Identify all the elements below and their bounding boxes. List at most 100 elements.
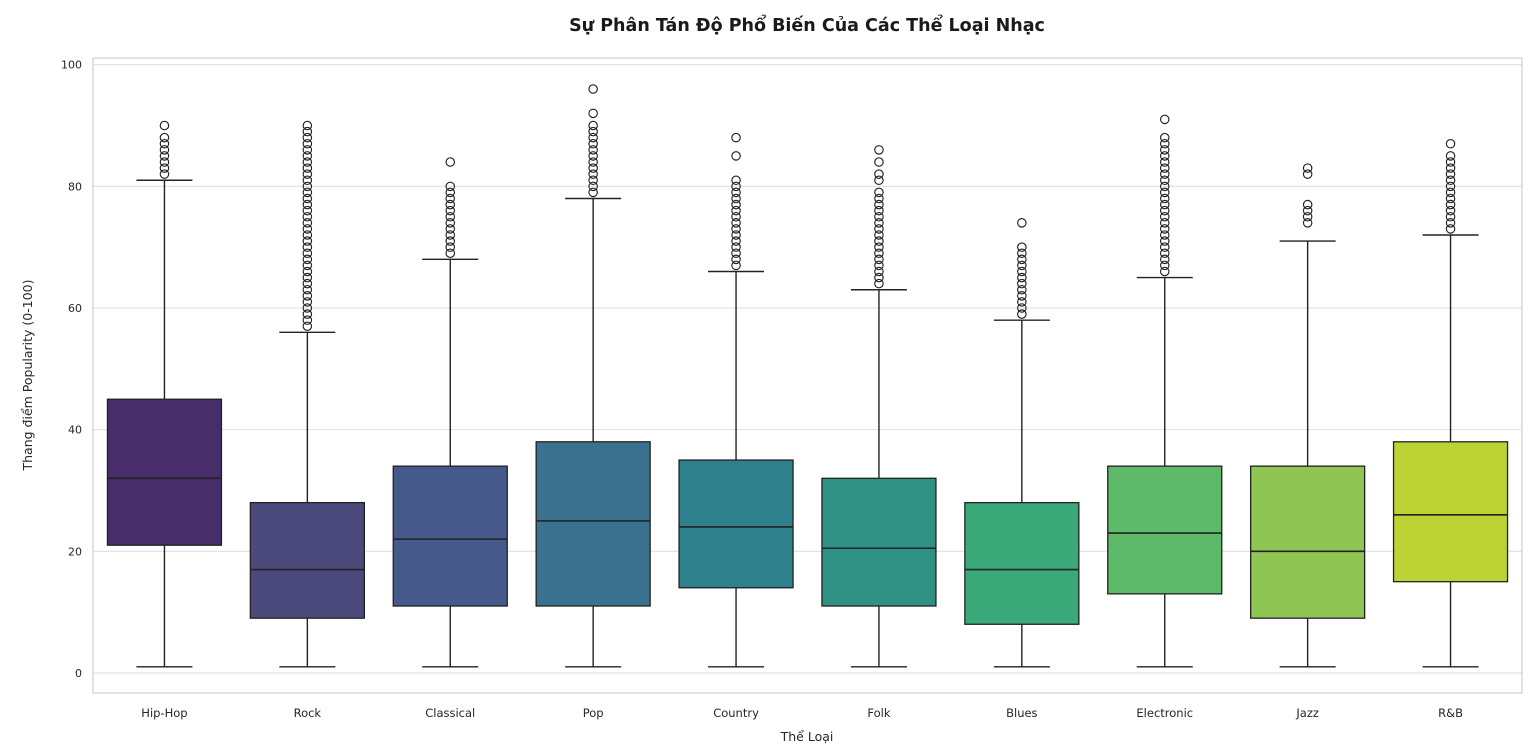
outlier-point — [159, 151, 170, 161]
box-group-electronic — [1107, 114, 1223, 668]
outlier-point — [159, 132, 170, 143]
box-jazz — [1250, 465, 1366, 619]
outlier-point — [302, 132, 313, 143]
outlier-point — [1159, 138, 1170, 149]
outlier-point — [1445, 175, 1456, 186]
outlier-point — [731, 236, 741, 246]
y-tick-label-40: 40 — [68, 424, 82, 437]
outlier-point — [1302, 211, 1313, 222]
box-folk — [821, 477, 937, 607]
box-r-b — [1392, 441, 1509, 583]
outlier-point — [302, 303, 313, 313]
outlier-point — [302, 278, 313, 289]
outlier-point — [445, 224, 456, 234]
outlier-point — [1017, 297, 1027, 307]
outlier-point — [731, 224, 741, 234]
x-tick-label-electronic: Electronic — [1136, 706, 1193, 720]
box-pop — [535, 441, 651, 607]
outlier-point — [874, 242, 884, 252]
outlier-point — [588, 120, 598, 131]
outlier-point — [1445, 157, 1456, 167]
outlier-point — [731, 218, 741, 228]
outlier-point — [731, 175, 741, 186]
outlier-point — [302, 248, 313, 259]
outlier-point — [874, 205, 884, 216]
outlier-point — [302, 138, 313, 149]
outlier-point — [302, 145, 313, 155]
outlier-point — [1159, 205, 1170, 216]
outlier-point — [1445, 199, 1456, 210]
outlier-point — [1445, 193, 1456, 204]
y-tick-labels: 0 20 40 60 80 100 — [61, 59, 82, 680]
outlier-point — [302, 120, 313, 131]
outlier-point — [1445, 169, 1456, 179]
outlier-point — [1017, 272, 1027, 283]
outlier-point — [731, 260, 741, 271]
chart-title: Sự Phân Tán Độ Phổ Biến Của Các Thể Loại… — [569, 14, 1045, 36]
outlier-point — [731, 205, 741, 216]
y-tick-label-0: 0 — [75, 667, 82, 680]
outlier-point — [1159, 218, 1170, 228]
outlier-point — [159, 169, 170, 179]
box-blues — [964, 501, 1080, 625]
box-group-r-b — [1392, 138, 1509, 668]
outlier-point — [1159, 114, 1170, 125]
outlier-point — [588, 145, 598, 155]
outlier-point — [731, 211, 741, 222]
outlier-point — [874, 169, 884, 179]
outlier-point — [874, 260, 884, 271]
outlier-point — [731, 193, 741, 204]
outlier-point — [874, 278, 884, 289]
outlier-point — [1302, 205, 1313, 216]
outlier-point — [159, 145, 170, 155]
outlier-point — [302, 272, 313, 283]
x-tick-label-country: Country — [713, 706, 759, 720]
outlier-point — [874, 218, 884, 228]
outlier-point — [302, 224, 313, 234]
x-tick-labels: Hip-Hop Rock Classical Pop Country Folk Blues E… — [141, 706, 1463, 720]
outlier-point — [1159, 151, 1170, 161]
outlier-point — [302, 242, 313, 252]
outlier-point — [1159, 181, 1170, 192]
outlier-point — [1017, 303, 1027, 313]
box-group-rock — [249, 120, 366, 668]
outlier-point — [1159, 193, 1170, 204]
outlier-point — [445, 205, 456, 216]
outlier-point — [302, 291, 313, 301]
outlier-point — [1159, 254, 1170, 265]
box-group-classical — [392, 157, 508, 668]
outlier-point — [1017, 242, 1027, 252]
outlier-point — [1159, 236, 1170, 246]
outlier-point — [1445, 211, 1456, 222]
outlier-point — [445, 242, 456, 252]
outlier-point — [1302, 218, 1313, 228]
outlier-point — [302, 187, 313, 198]
outlier-point — [1017, 248, 1027, 259]
outlier-point — [1302, 199, 1313, 210]
outlier-point — [731, 187, 741, 198]
outlier-point — [1302, 169, 1313, 179]
outlier-point — [159, 120, 170, 131]
outlier-point — [1445, 151, 1456, 161]
outlier-point — [302, 126, 313, 137]
x-tick-label-blues: Blues — [1006, 706, 1037, 720]
outlier-point — [159, 138, 170, 149]
outlier-point — [445, 181, 456, 192]
outlier-point — [731, 248, 741, 259]
outlier-point — [1159, 163, 1170, 173]
box-group-pop — [535, 84, 651, 668]
outlier-point — [1159, 169, 1170, 179]
outlier-point — [588, 157, 598, 167]
outlier-point — [445, 199, 456, 210]
outlier-point — [874, 230, 884, 240]
outlier-point — [1017, 260, 1027, 271]
outlier-point — [302, 218, 313, 228]
outlier-point — [1159, 132, 1170, 143]
outlier-point — [302, 205, 313, 216]
outlier-point — [731, 242, 741, 252]
outlier-point — [302, 260, 313, 271]
outlier-point — [1159, 242, 1170, 252]
outlier-point — [302, 169, 313, 179]
outlier-point — [302, 230, 313, 240]
